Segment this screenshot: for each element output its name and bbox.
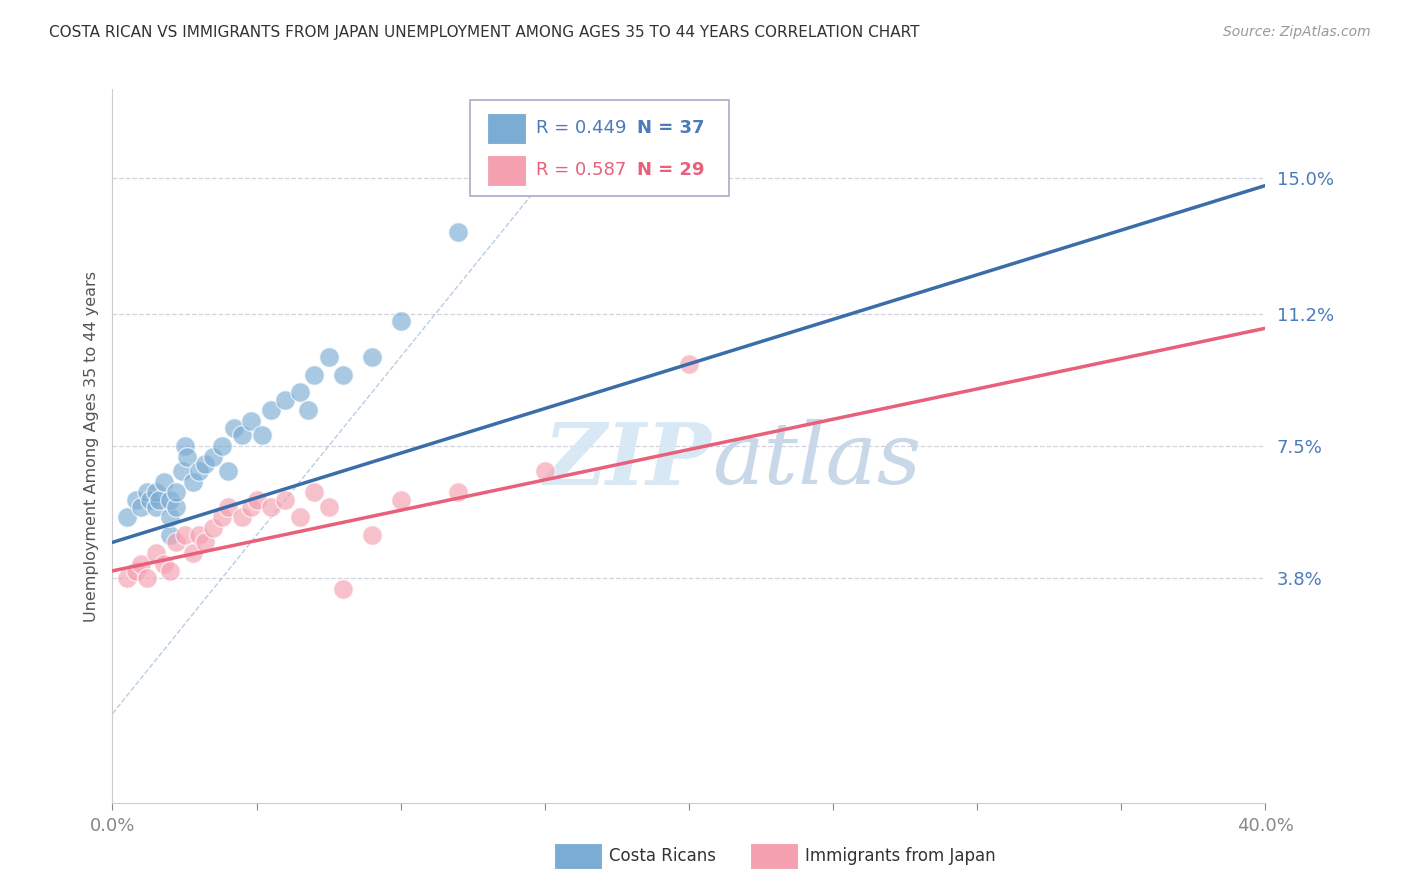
Point [188,464,211,478]
Point [153,557,176,571]
Point [231,428,253,442]
Point [304,485,326,500]
Text: atlas: atlas [711,419,921,501]
Point [239,414,262,428]
Text: COSTA RICAN VS IMMIGRANTS FROM JAPAN UNEMPLOYMENT AMONG AGES 35 TO 44 YEARS CORR: COSTA RICAN VS IMMIGRANTS FROM JAPAN UNE… [49,25,920,40]
Point [165,535,187,549]
Point [678,357,700,371]
Point [360,528,382,542]
Point [534,464,557,478]
FancyBboxPatch shape [488,154,526,186]
Text: Source: ZipAtlas.com: Source: ZipAtlas.com [1223,25,1371,39]
Point [274,492,297,507]
Y-axis label: Unemployment Among Ages 35 to 44 years: Unemployment Among Ages 35 to 44 years [83,270,98,622]
Point [159,510,181,524]
Point [181,475,204,489]
Point [124,564,146,578]
Point [211,510,233,524]
Point [211,439,233,453]
Point [124,492,146,507]
Point [274,392,297,407]
Text: R = 0.587: R = 0.587 [536,161,626,179]
Point [170,464,193,478]
FancyBboxPatch shape [488,112,526,145]
Point [231,510,253,524]
Point [332,368,354,382]
Point [159,564,181,578]
Text: R = 0.449: R = 0.449 [536,120,626,137]
Text: Costa Ricans: Costa Ricans [609,847,717,865]
FancyBboxPatch shape [554,844,603,869]
Point [148,492,170,507]
Point [360,350,382,364]
Point [129,500,153,514]
Point [145,485,167,500]
Point [304,368,326,382]
Point [252,428,274,442]
Point [332,582,354,596]
Point [136,485,159,500]
Point [165,500,187,514]
Point [389,492,412,507]
Point [159,492,181,507]
Text: N = 29: N = 29 [637,161,704,179]
FancyBboxPatch shape [470,100,730,196]
Point [145,546,167,560]
Point [139,492,162,507]
Point [145,500,167,514]
Point [173,528,195,542]
Text: ZIP: ZIP [544,418,711,502]
Point [260,403,283,417]
Point [318,350,340,364]
Point [260,500,283,514]
Point [136,571,159,585]
Point [318,500,340,514]
Point [447,225,470,239]
Point [447,485,470,500]
Point [194,535,217,549]
Point [115,571,138,585]
Point [165,485,187,500]
Text: Immigrants from Japan: Immigrants from Japan [806,847,995,865]
Point [159,528,181,542]
Point [153,475,176,489]
Point [173,439,195,453]
Point [389,314,412,328]
Point [246,492,269,507]
Point [202,450,225,464]
Point [288,510,311,524]
Point [297,403,319,417]
Point [194,457,217,471]
Point [217,464,239,478]
Point [222,421,245,435]
Point [129,557,153,571]
Point [188,528,211,542]
Point [181,546,204,560]
Point [176,450,198,464]
Point [288,385,311,400]
Point [217,500,239,514]
Point [202,521,225,535]
FancyBboxPatch shape [749,844,799,869]
Point [239,500,262,514]
Text: N = 37: N = 37 [637,120,704,137]
Point [115,510,138,524]
